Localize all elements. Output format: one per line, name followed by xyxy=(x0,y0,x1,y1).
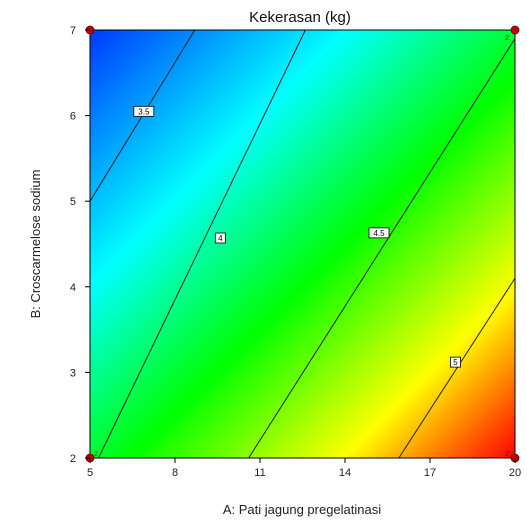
contour-label-box xyxy=(133,105,155,117)
y-tick-label: 5 xyxy=(70,196,76,208)
x-tick-label: 14 xyxy=(339,467,351,479)
design-point-label: 2 xyxy=(505,451,509,458)
contour-label: 5 xyxy=(453,358,458,367)
contour-label: 4.5 xyxy=(373,229,385,238)
x-axis-label: A: Pati jagung pregelatinasi xyxy=(223,502,381,517)
x-tick-label: 17 xyxy=(424,467,436,479)
contour-line xyxy=(398,277,516,459)
contour-lines: 3.5 4 4.5 5 xyxy=(89,29,516,459)
x-axis-ticks: 5 8 11 14 17 20 xyxy=(87,458,521,479)
x-tick-label: 5 xyxy=(87,467,93,479)
y-tick-label: 3 xyxy=(70,367,76,379)
contour-label-box xyxy=(214,232,226,244)
chart-title: Kekerasan (kg) xyxy=(249,9,351,26)
x-tick-label: 20 xyxy=(509,467,521,479)
x-tick-label: 11 xyxy=(254,467,265,479)
y-tick-label: 2 xyxy=(70,453,76,465)
contour-label: 4 xyxy=(218,234,223,243)
contour-label-box xyxy=(368,227,390,239)
y-axis-ticks: 2 3 4 5 6 7 xyxy=(70,25,90,465)
y-tick-label: 4 xyxy=(70,282,76,294)
plot-surface xyxy=(90,30,515,458)
y-tick-label: 7 xyxy=(70,25,76,37)
design-point xyxy=(510,25,520,35)
contour-line xyxy=(98,29,306,459)
contour-label-box xyxy=(450,356,461,368)
x-tick-label: 8 xyxy=(172,467,178,479)
design-point-label: 2 xyxy=(505,35,509,42)
plot-frame xyxy=(89,29,516,459)
design-point-label: 2 xyxy=(94,451,98,458)
y-axis-label: B: Croscarmelose sodium xyxy=(28,170,43,319)
contour-line xyxy=(248,38,516,459)
y-tick-label: 6 xyxy=(70,111,76,123)
contour-label: 3.5 xyxy=(138,107,150,116)
